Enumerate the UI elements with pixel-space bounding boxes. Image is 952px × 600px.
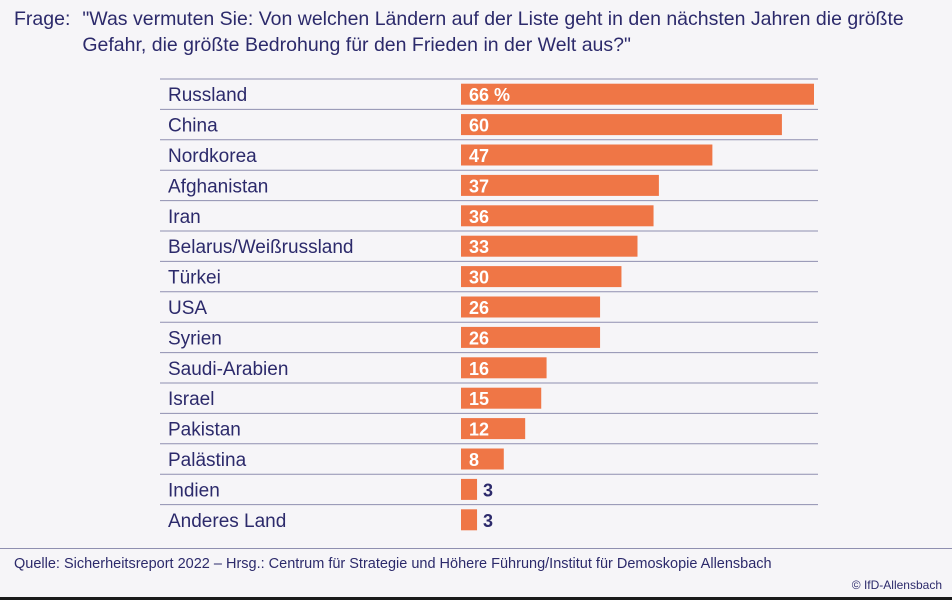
bar [461, 418, 526, 440]
bar [461, 83, 814, 105]
value-label: 60 [469, 116, 489, 136]
category-label: Anderes Land [168, 511, 286, 532]
question-label: Frage: [14, 8, 71, 30]
bar [461, 144, 713, 166]
bar [461, 326, 601, 348]
category-label: Pakistan [168, 420, 241, 441]
category-label: Russland [168, 85, 247, 106]
category-label: Palästina [168, 450, 247, 471]
footer-divider [0, 548, 952, 549]
value-label: 26 [469, 328, 489, 348]
category-label: Israel [168, 389, 214, 410]
category-label: Saudi-Arabien [168, 359, 288, 380]
value-label: 37 [469, 176, 489, 196]
value-label: 33 [469, 237, 489, 257]
category-label: Indien [168, 480, 220, 501]
source-note: Quelle: Sicherheitsreport 2022 – Hrsg.: … [14, 556, 772, 572]
bar [461, 205, 654, 227]
value-label: 47 [469, 146, 489, 166]
bar [461, 174, 659, 196]
category-label: USA [168, 298, 207, 319]
value-label: 15 [469, 389, 489, 409]
bar [461, 478, 478, 500]
bar [461, 448, 504, 470]
bar [461, 235, 638, 257]
value-label: 26 [469, 298, 489, 318]
copyright: © IfD-Allensbach [851, 578, 942, 592]
bar [461, 509, 478, 531]
category-label: Belarus/Weißrussland [168, 237, 354, 258]
question: Frage: "Was vermuten Sie: Von welchen Lä… [14, 6, 944, 58]
bar [461, 357, 547, 379]
value-label: 36 [469, 207, 489, 227]
value-label: 30 [469, 268, 489, 288]
question-text: "Was vermuten Sie: Von welchen Ländern a… [82, 8, 904, 56]
value-label: 8 [469, 450, 479, 470]
bar [461, 296, 601, 318]
bar [461, 266, 622, 288]
category-label: Türkei [168, 268, 221, 289]
value-label: 3 [483, 511, 493, 531]
bottom-edge [0, 597, 952, 600]
category-label: China [168, 116, 218, 137]
value-label: 16 [469, 359, 489, 379]
value-label: 3 [483, 480, 493, 500]
category-label: Syrien [168, 328, 222, 349]
category-label: Afghanistan [168, 176, 268, 197]
bar-chart: Russland 66 % China 60 Nordkorea 47 Afghanista… [160, 78, 818, 532]
bar [461, 387, 542, 409]
value-label: 12 [469, 420, 489, 440]
bar [461, 114, 782, 136]
category-label: Nordkorea [168, 146, 257, 167]
category-label: Iran [168, 207, 201, 228]
value-label: 66 % [469, 85, 510, 105]
